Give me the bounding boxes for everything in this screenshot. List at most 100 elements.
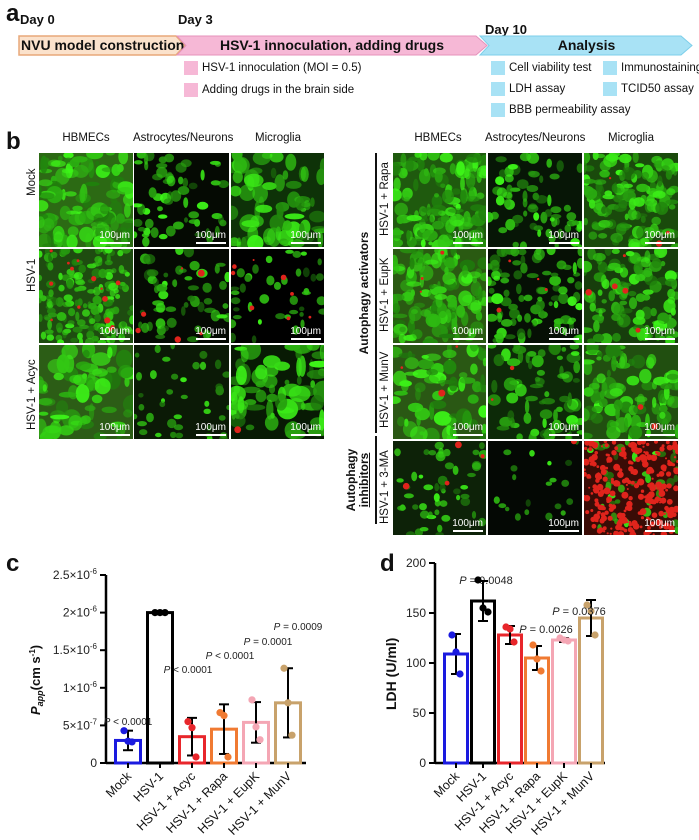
scale-bar: 100μm [644,231,675,244]
bar-3 [524,656,550,765]
scale-bar: 100μm [99,423,130,436]
svg-text:P < 0.0001: P < 0.0001 [164,665,213,676]
bar-2 [497,633,523,765]
svg-text:P = 0.0001: P = 0.0001 [244,637,293,648]
column-header-hbmecs-right: HBMECs [414,132,462,144]
svg-text:LDH (U/ml): LDH (U/ml) [383,638,399,710]
row-label-munv: HSV-1 + MunV [379,351,391,428]
column-header-astrocytes: Astrocytes/Neurons [133,132,234,144]
svg-text:0: 0 [90,756,97,770]
row-label-eupk: HSV-1 + EupK [379,257,391,332]
scale-bar: 100μm [195,231,226,244]
micrograph: 100μm [584,441,678,535]
scale-bar: 100μm [548,423,579,436]
scale-bar: 100μm [290,231,321,244]
scale-bar: 100μm [195,327,226,340]
scale-bar: 100μm [452,327,483,340]
column-header-microglia: Microglia [254,132,301,144]
svg-text:1×10-6: 1×10-6 [63,680,98,695]
row-label-hsv1: HSV-1 [26,258,38,292]
scale-bar: 100μm [290,327,321,340]
legend-item-immunostaining: Immunostaining [603,61,699,75]
scale-bar: 100μm [548,231,579,244]
group-label-inhibitors: Autophagy inhibitors [344,448,371,512]
blue-swatch [603,82,617,96]
panel-letter-d: d [380,550,395,577]
micrograph: 100μm [39,153,133,247]
stage-label-analysis: Analysis [557,37,616,53]
micrograph: 100μm [584,153,678,247]
svg-text:Papp(cm s-1): Papp(cm s-1) [28,645,45,715]
row-label-3ma: HSV-1 + 3-MA [379,450,391,524]
svg-text:2.5×10-6: 2.5×10-6 [53,567,98,582]
row-label-mock: Mock [26,168,38,196]
micrograph: 100μm [488,249,582,343]
activators-bracket [375,153,377,433]
svg-text:Mock: Mock [103,769,135,801]
blue-swatch [491,82,505,96]
micrograph: 100μm [231,153,324,247]
legend-item-inoculation: HSV-1 innoculation (MOI = 0.5) [184,61,361,75]
bar-1 [146,611,174,765]
scale-bar: 100μm [548,327,579,340]
stage-arrow-nvu: NVU model construction [18,35,186,56]
scale-bar: 100μm [644,327,675,340]
micrograph: 100μm [393,153,486,247]
legend-item-cell-viability: Cell viability test [491,61,591,75]
micrograph: 100μm [393,345,486,439]
svg-text:1.5×10-6: 1.5×10-6 [53,642,98,657]
svg-text:100: 100 [406,656,426,670]
svg-text:P = 0.0026: P = 0.0026 [519,624,573,636]
row-label-rapa: HSV-1 + Rapa [379,162,391,236]
stage-label-nvu: NVU model construction [21,37,185,53]
day-3-label: Day 3 [178,12,213,27]
micrograph: 100μm [488,441,582,535]
column-header-microglia-right: Microglia [607,132,654,144]
scale-bar: 100μm [452,423,483,436]
blue-swatch [491,61,505,75]
legend-item-bbb: BBB permeability assay [491,103,630,117]
scale-bar: 100μm [644,423,675,436]
svg-text:P = 0.0376: P = 0.0376 [552,606,606,618]
svg-text:P < 0.0001: P < 0.0001 [104,717,153,728]
chart-papp: 0 5×10-7 1×10-6 1.5×10-6 2×10-6 2.5×10-6 P < 0… [28,567,323,838]
micrograph: 100μm [488,153,582,247]
svg-text:200: 200 [406,556,426,570]
group-label-activators: Autophagy activators [357,231,371,355]
scale-bar: 100μm [452,519,483,532]
micrograph: 100μm [134,153,229,247]
bar-1 [470,599,496,765]
bar-5 [578,616,604,765]
panel-letter-c: c [6,550,20,577]
micrograph: 100μm [231,345,324,439]
stage-arrow-analysis: Analysis [479,35,694,56]
svg-text:0: 0 [419,756,426,770]
inhibitors-bracket [375,436,377,524]
column-header-astrocytes-right: Astrocytes/Neurons [485,132,586,144]
micrograph: 100μm [39,249,133,343]
panel-letter-b: b [6,128,21,155]
svg-text:5×10-7: 5×10-7 [63,717,98,732]
panel-letter-a: a [6,0,20,27]
row-label-hsv1-acyc: HSV-1 + Acyc [26,359,38,430]
svg-text:2×10-6: 2×10-6 [63,605,98,620]
legend-item-adding-drugs: Adding drugs in the brain side [184,83,354,97]
svg-text:50: 50 [413,706,427,720]
day-10-label: Day 10 [485,22,527,37]
micrograph: 100μm [393,249,486,343]
scale-bar: 100μm [644,519,675,532]
svg-text:150: 150 [406,606,426,620]
pink-swatch [184,61,198,75]
svg-text:P = 0.0009: P = 0.0009 [274,622,323,633]
scale-bar: 100μm [195,423,226,436]
legend-item-ldh: LDH assay [491,82,565,96]
day-0-label: Day 0 [20,12,55,27]
micrograph: 100μm [488,345,582,439]
micrograph: 100μm [134,345,229,439]
bar-4 [551,638,577,765]
blue-swatch [491,103,505,117]
micrograph: 100μm [39,345,133,439]
blue-swatch [603,61,617,75]
scale-bar: 100μm [548,519,579,532]
